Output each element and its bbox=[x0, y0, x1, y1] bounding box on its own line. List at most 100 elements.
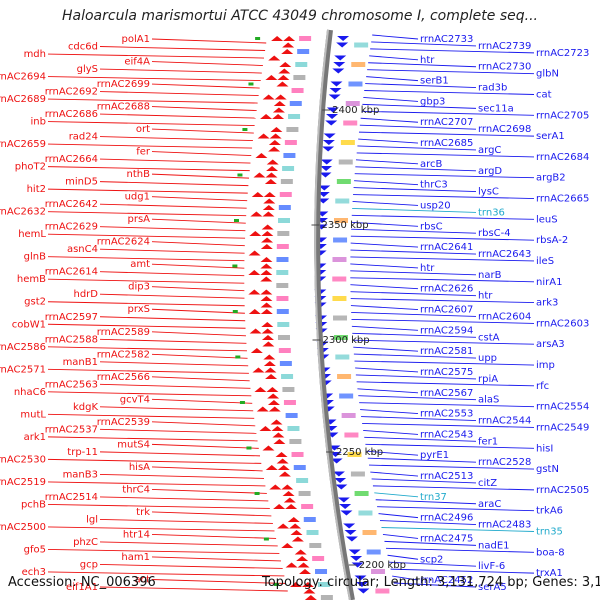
gene-label: gbp3 bbox=[420, 96, 445, 107]
gene-label: rrnAC2624 bbox=[97, 237, 150, 248]
label-connector bbox=[151, 196, 248, 202]
label-connector bbox=[351, 312, 477, 317]
cog-block-left bbox=[291, 88, 304, 93]
gene-label: minD5 bbox=[65, 177, 98, 188]
label-connector bbox=[355, 374, 477, 380]
gene-label: trkA6 bbox=[536, 506, 563, 517]
forward-strand-feature bbox=[270, 127, 283, 132]
gene-label: arsA3 bbox=[536, 339, 565, 350]
gene-label: polA1 bbox=[122, 34, 150, 45]
reverse-strand-feature bbox=[326, 114, 339, 119]
label-connector bbox=[99, 383, 251, 389]
label-connector bbox=[360, 117, 419, 123]
gene-label: act bbox=[134, 574, 150, 585]
gene-label: rrnAC2642 bbox=[45, 199, 98, 210]
gene-label: rrnAC2519 bbox=[0, 477, 46, 488]
label-connector bbox=[350, 298, 535, 304]
forward-strand-feature bbox=[253, 172, 266, 178]
label-connector bbox=[99, 586, 288, 592]
gene-label: cat bbox=[536, 89, 552, 100]
gene-label: serA5 bbox=[478, 582, 507, 593]
gene-label: rrnAC2582 bbox=[97, 349, 150, 360]
label-connector bbox=[355, 367, 419, 373]
forward-strand-feature bbox=[249, 328, 262, 334]
gene-label: rrnAC2686 bbox=[45, 109, 98, 120]
reverse-strand-feature bbox=[332, 471, 345, 477]
cog-block-right bbox=[333, 335, 348, 340]
gene-label: eif4A bbox=[124, 57, 150, 68]
label-connector bbox=[379, 520, 477, 526]
reverse-strand-feature bbox=[318, 185, 331, 191]
label-connector bbox=[151, 173, 250, 179]
gene-label: thrC4 bbox=[122, 484, 150, 495]
reverse-strand-feature bbox=[333, 62, 346, 67]
gene-label: rrnAC2496 bbox=[420, 513, 473, 524]
label-connector bbox=[47, 166, 250, 172]
gene-label: lysC bbox=[478, 187, 499, 198]
gene-label: gcvT4 bbox=[120, 394, 150, 405]
forward-strand-feature bbox=[283, 497, 296, 503]
gene-label: ark3 bbox=[536, 298, 558, 309]
cog-block-left bbox=[276, 244, 289, 249]
cog-block-left bbox=[276, 270, 289, 275]
gene-label: trn36 bbox=[478, 207, 505, 218]
gene-label: rrnAC2698 bbox=[478, 124, 531, 135]
gene-label: gst2 bbox=[24, 297, 46, 308]
cog-block-left bbox=[279, 192, 292, 197]
label-connector bbox=[99, 473, 265, 479]
gene-label: thrC3 bbox=[420, 180, 448, 191]
reverse-strand-feature bbox=[330, 81, 343, 87]
forward-strand-feature bbox=[248, 250, 261, 256]
feature-marker bbox=[254, 492, 260, 495]
forward-strand-feature bbox=[255, 153, 268, 158]
cog-block-left bbox=[281, 374, 294, 379]
reverse-strand-feature bbox=[343, 523, 356, 529]
gene-label: phzC bbox=[73, 537, 98, 548]
forward-strand-feature bbox=[282, 42, 295, 48]
gene-label: rfc bbox=[536, 381, 549, 392]
forward-strand-feature bbox=[276, 458, 289, 464]
gene-label: scp2 bbox=[420, 554, 443, 565]
label-connector bbox=[357, 145, 477, 151]
label-connector bbox=[351, 228, 477, 234]
gene-label: rad3b bbox=[478, 83, 507, 94]
gene-label: rrnAC2629 bbox=[45, 222, 98, 233]
forward-strand-feature bbox=[261, 322, 274, 327]
forward-strand-feature bbox=[265, 172, 278, 178]
forward-strand-feature bbox=[264, 367, 277, 373]
label-connector bbox=[350, 305, 419, 310]
gene-label: rrnAC2699 bbox=[97, 79, 150, 90]
forward-strand-feature bbox=[297, 562, 310, 568]
label-connectors bbox=[47, 34, 535, 592]
label-connector bbox=[351, 214, 535, 220]
gene-label: rrnAC2483 bbox=[478, 520, 531, 531]
reverse-strand-feature bbox=[350, 556, 363, 561]
forward-strand-feature bbox=[303, 588, 316, 594]
label-connector bbox=[151, 308, 245, 314]
left-gene-labels: polA1 cdc6d mdh eif4A glyS rrnAC2694 rrnAC2699… bbox=[0, 34, 151, 593]
label-connector bbox=[372, 485, 535, 491]
gene-label: rrnAC2614 bbox=[45, 267, 98, 278]
cog-block-left bbox=[277, 322, 290, 327]
tick-label: 2400 kbp bbox=[332, 105, 379, 116]
label-connector bbox=[364, 90, 535, 95]
gene-label: serA1 bbox=[536, 131, 565, 142]
gene-label: trn35 bbox=[536, 527, 563, 538]
label-connector bbox=[99, 181, 249, 187]
gene-label: gfo5 bbox=[24, 544, 46, 555]
label-connector bbox=[367, 457, 477, 463]
gene-label: rrnAC2513 bbox=[420, 471, 473, 482]
label-connector bbox=[350, 256, 535, 262]
label-connector bbox=[362, 423, 535, 428]
gene-label: manB3 bbox=[63, 469, 98, 480]
cog-block-left bbox=[287, 426, 300, 431]
forward-strand-feature bbox=[279, 62, 292, 67]
cog-block-left bbox=[286, 127, 299, 132]
label-connector bbox=[363, 429, 419, 435]
gene-label: ort bbox=[136, 124, 150, 135]
tick-label: 2250 kbp bbox=[336, 447, 383, 458]
reverse-strand-feature bbox=[334, 55, 347, 61]
gene-label: rrnAC2685 bbox=[420, 138, 473, 149]
gene-label: nhaC6 bbox=[14, 387, 46, 398]
label-connector bbox=[350, 242, 419, 248]
